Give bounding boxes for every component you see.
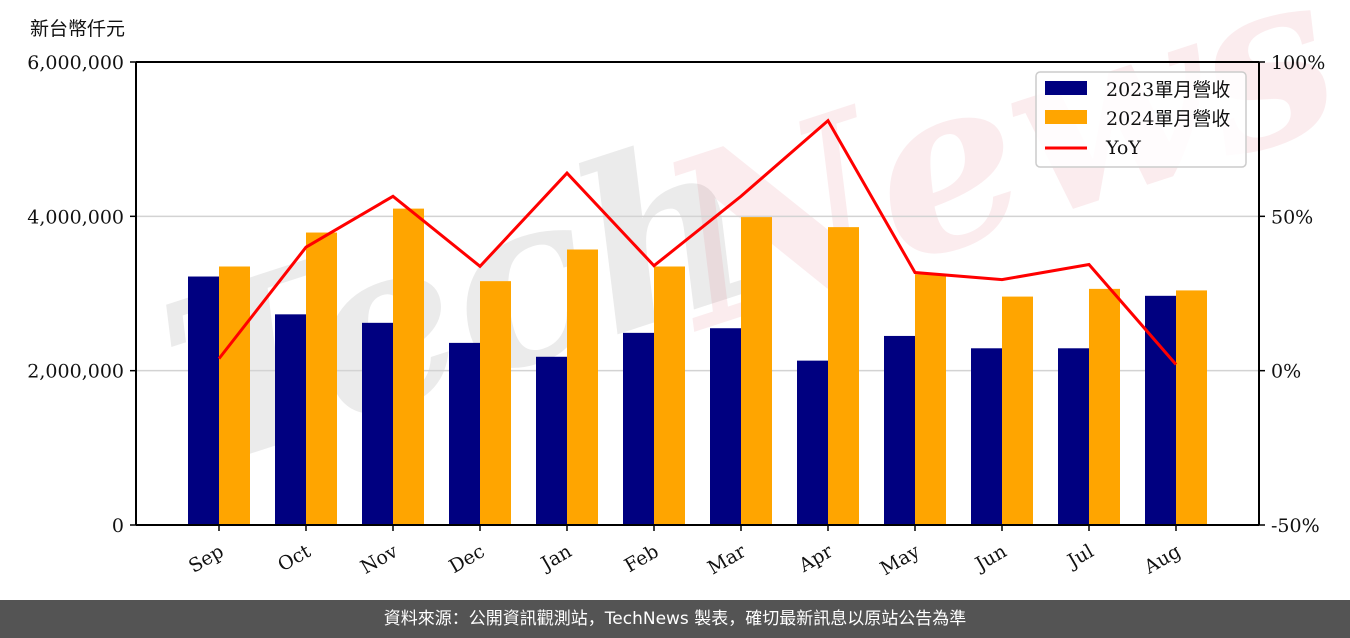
bar-2024-jul (1089, 288, 1120, 525)
y2-tick-label: 0% (1271, 361, 1301, 383)
bar-2024-jun (1002, 296, 1033, 525)
bars (188, 208, 1207, 526)
bar-2023-oct (275, 314, 306, 525)
bar-2024-sep (219, 266, 250, 525)
x-tick-label: Mar (704, 540, 750, 579)
legend-label-2024: 2024單月營收 (1106, 108, 1230, 130)
bar-2024-aug (1176, 290, 1207, 525)
bar-2023-aug (1145, 295, 1176, 525)
x-tick-label: Aug (1140, 540, 1185, 579)
legend-swatch-2023 (1045, 81, 1087, 95)
bar-2023-may (884, 335, 915, 525)
bar-2024-oct (306, 232, 337, 525)
bar-2023-apr (797, 360, 828, 525)
x-tick-label: Apr (794, 540, 837, 577)
bar-2024-mar (741, 217, 772, 526)
y-axis-unit-label: 新台幣仟元 (30, 18, 126, 40)
x-tick-label: Sep (185, 540, 228, 577)
x-tick-label: Jun (970, 540, 1011, 576)
x-tick-label: Nov (357, 540, 402, 579)
legend-label-yoy: YoY (1105, 137, 1141, 159)
y2-tick-label: -50% (1271, 515, 1320, 537)
bar-2023-sep (188, 276, 219, 525)
bar-2023-mar (710, 328, 741, 525)
revenue-chart: TechNews 02,000,0004,000,0006,000,000-50… (27, 0, 1350, 580)
y2-tick-label: 50% (1271, 206, 1313, 228)
bar-2023-nov (362, 322, 393, 525)
source-footer: 資料來源：公開資訊觀測站，TechNews 製表，確切最新訊息以原站公告為準 (0, 600, 1350, 638)
y-tick-label: 0 (112, 515, 124, 537)
legend: 2023單月營收 2024單月營收 YoY (1035, 71, 1247, 168)
watermark-text-news: News (627, 0, 1350, 384)
bar-2024-dec (480, 281, 511, 525)
yoy-polyline (217, 118, 1178, 366)
legend-swatch-2024 (1045, 110, 1087, 124)
bar-2024-apr (828, 227, 859, 526)
bar-2023-dec (449, 342, 480, 525)
yoy-line (217, 118, 1178, 366)
bar-2023-jan (536, 356, 567, 525)
x-tick-label: May (877, 540, 924, 580)
x-tick-label: Dec (445, 540, 488, 578)
y-tick-label: 4,000,000 (27, 206, 124, 228)
bar-2023-jun (971, 348, 1002, 525)
x-tick-label: Jan (536, 540, 576, 576)
bar-2023-feb (623, 332, 654, 525)
legend-box (1035, 71, 1247, 168)
legend-label-2023: 2023單月營收 (1106, 79, 1230, 101)
x-tick-label: Oct (274, 540, 315, 576)
y-tick-label: 6,000,000 (27, 52, 124, 74)
bar-2024-nov (393, 208, 424, 525)
bar-2023-jul (1058, 348, 1089, 525)
bar-2024-feb (654, 266, 685, 525)
y2-tick-label: 100% (1271, 52, 1325, 74)
x-tick-label: Jul (1062, 540, 1097, 573)
x-tick-label: Feb (621, 540, 663, 577)
bar-2024-may (915, 274, 946, 525)
bar-2024-jan (567, 249, 598, 525)
y-tick-label: 2,000,000 (27, 361, 124, 383)
